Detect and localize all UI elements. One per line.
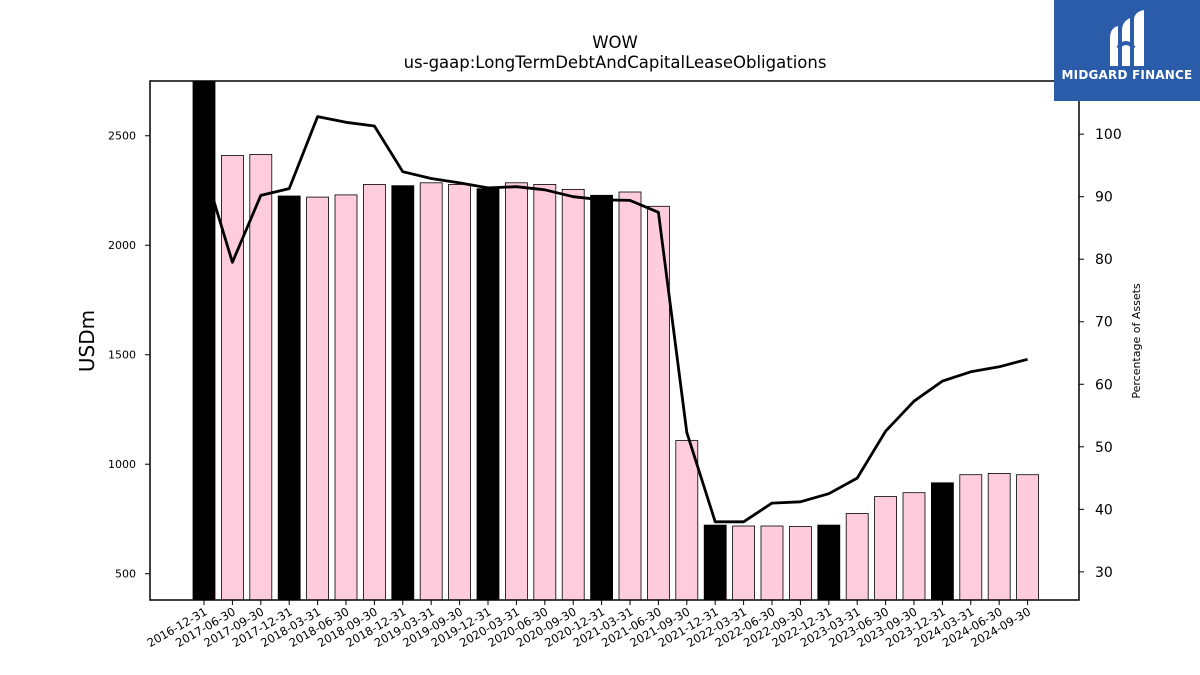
bar-2017-12-31 xyxy=(277,195,301,601)
bar-2018-09-30 xyxy=(362,183,386,601)
bar-2022-06-30 xyxy=(760,525,784,601)
bar-2021-12-31 xyxy=(703,524,727,601)
bar-2019-09-30 xyxy=(448,183,472,601)
bar-2024-06-30 xyxy=(987,472,1011,601)
bar-2022-03-31 xyxy=(732,525,755,601)
bar-2021-09-30 xyxy=(675,440,699,601)
bar-2023-03-31 xyxy=(845,513,869,601)
bar-2024-03-31 xyxy=(959,474,983,601)
y2-tick-label: 80 xyxy=(1095,252,1113,268)
x-axis-ticks: 2016-12-312017-06-302017-09-302017-12-31… xyxy=(145,600,1033,650)
line-layer xyxy=(202,115,1028,524)
y2-tick-label: 40 xyxy=(1095,502,1113,518)
plot-frame xyxy=(149,80,1080,601)
bar-2022-09-30 xyxy=(789,526,812,601)
midgard-logo-icon xyxy=(1110,10,1144,66)
bar-2016-12-31 xyxy=(192,80,216,601)
bar-2023-06-30 xyxy=(874,496,897,601)
bar-2023-09-30 xyxy=(902,492,926,601)
y2-tick-label: 60 xyxy=(1095,377,1113,393)
bar-2019-03-31 xyxy=(419,182,443,601)
bar-2020-06-30 xyxy=(533,183,557,601)
bar-2020-03-31 xyxy=(504,182,528,601)
chart-title: WOW xyxy=(592,33,638,52)
y-tick-label: 500 xyxy=(115,568,136,581)
bar-2018-03-31 xyxy=(306,196,330,601)
brand-logo: MIDGARD FINANCE xyxy=(1054,0,1200,101)
bar-2022-12-31 xyxy=(817,524,841,601)
bar-2017-09-30 xyxy=(249,153,273,601)
y-tick-label: 1000 xyxy=(108,458,136,471)
percentage-line xyxy=(202,115,1028,524)
bar-2020-12-31 xyxy=(590,194,613,601)
y2-tick-label: 100 xyxy=(1095,127,1122,143)
left-axis-ticks: 500 1000 1500 2000 2500 xyxy=(108,130,150,581)
y2-axis-label: Percentage of Assets xyxy=(1130,283,1143,399)
bar-2017-06-30 xyxy=(220,155,244,601)
chart-subtitle: us-gaap:LongTermDebtAndCapitalLeaseOblig… xyxy=(404,53,827,72)
bar-2021-03-31 xyxy=(618,191,642,601)
bar-layer xyxy=(192,80,1039,601)
y-axis-label: USDm xyxy=(75,310,99,372)
bar-2023-12-31 xyxy=(931,482,954,601)
y2-tick-label: 70 xyxy=(1095,315,1113,331)
bar-2019-12-31 xyxy=(476,188,500,601)
bar-2024-09-30 xyxy=(1016,474,1039,601)
y2-tick-label: 50 xyxy=(1095,440,1113,456)
logo-text: MIDGARD FINANCE xyxy=(1061,68,1193,82)
y-tick-label: 2000 xyxy=(108,239,136,252)
y-tick-label: 1500 xyxy=(108,349,136,362)
bar-2020-09-30 xyxy=(561,188,585,601)
right-axis-ticks: 30 40 50 60 70 80 90 100 xyxy=(1079,127,1122,581)
y2-tick-label: 90 xyxy=(1095,190,1113,206)
bar-2018-06-30 xyxy=(334,194,358,601)
y2-tick-label: 30 xyxy=(1095,565,1113,581)
y-tick-label: 2500 xyxy=(108,130,136,143)
bar-2018-12-31 xyxy=(391,185,415,601)
